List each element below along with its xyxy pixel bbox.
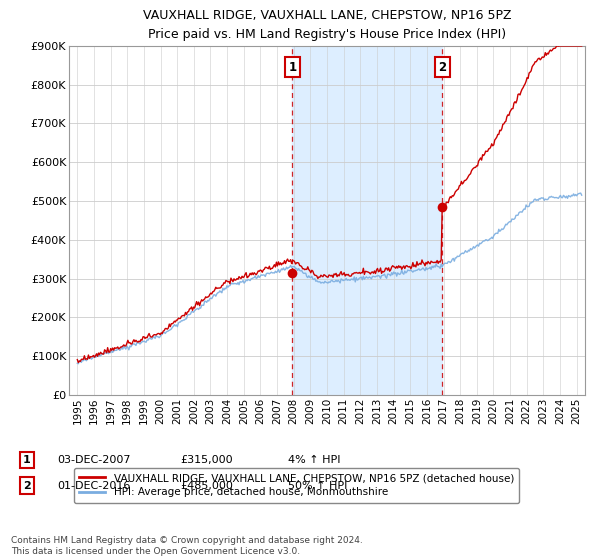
Text: £485,000: £485,000 [180, 480, 233, 491]
Text: 2: 2 [23, 480, 31, 491]
Text: 1: 1 [289, 60, 296, 74]
Title: VAUXHALL RIDGE, VAUXHALL LANE, CHEPSTOW, NP16 5PZ
Price paid vs. HM Land Registr: VAUXHALL RIDGE, VAUXHALL LANE, CHEPSTOW,… [143, 8, 511, 40]
Text: 1: 1 [23, 455, 31, 465]
Text: 2: 2 [438, 60, 446, 74]
Legend: VAUXHALL RIDGE, VAUXHALL LANE, CHEPSTOW, NP16 5PZ (detached house), HPI: Average: VAUXHALL RIDGE, VAUXHALL LANE, CHEPSTOW,… [74, 468, 520, 503]
Text: 03-DEC-2007: 03-DEC-2007 [57, 455, 131, 465]
Text: Contains HM Land Registry data © Crown copyright and database right 2024.
This d: Contains HM Land Registry data © Crown c… [11, 536, 362, 556]
Bar [292, 46, 442, 395]
Text: 01-DEC-2016: 01-DEC-2016 [57, 480, 130, 491]
Text: £315,000: £315,000 [180, 455, 233, 465]
Text: 4% ↑ HPI: 4% ↑ HPI [288, 455, 341, 465]
Text: 50% ↑ HPI: 50% ↑ HPI [288, 480, 347, 491]
